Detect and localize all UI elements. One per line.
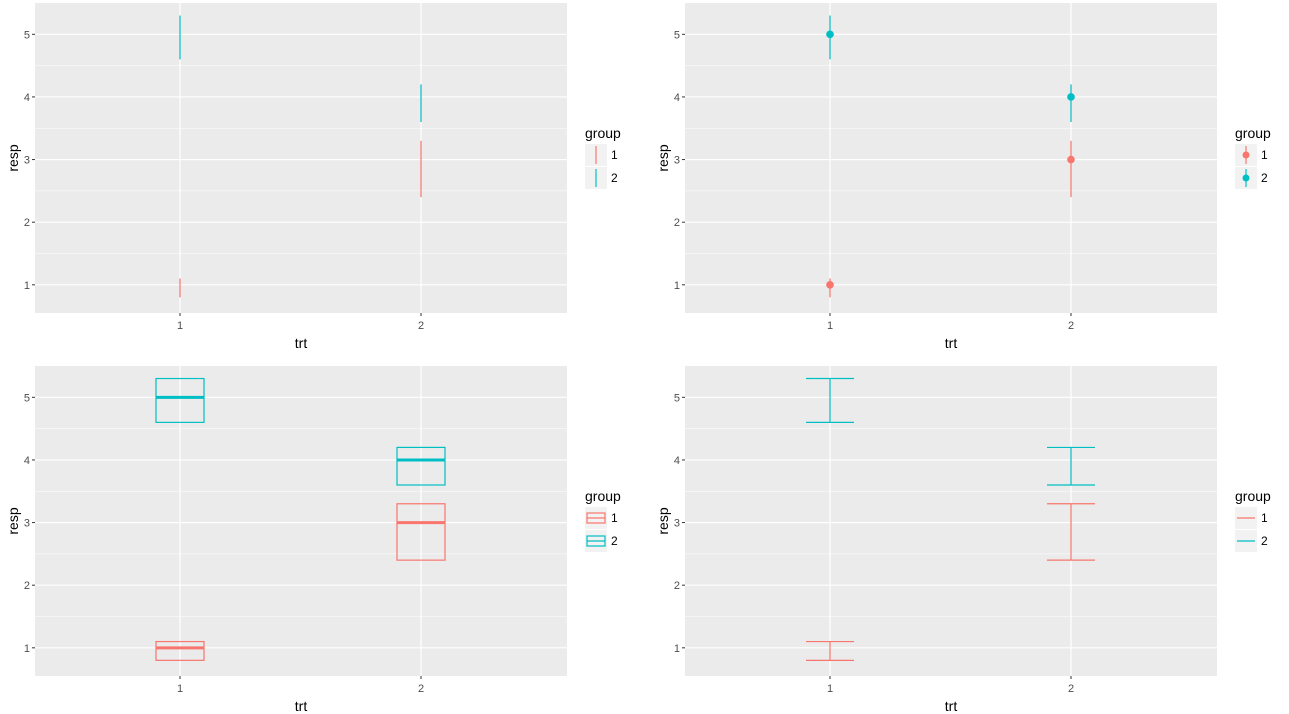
x-tick-label: 1 <box>177 683 183 695</box>
plot-background <box>35 366 567 676</box>
plot-background <box>685 366 1217 676</box>
x-axis-title: trt <box>945 335 958 351</box>
crossbar-box-series-2 <box>396 446 446 486</box>
legend-label: 2 <box>1261 534 1268 548</box>
legend-label: 1 <box>611 511 618 525</box>
y-tick-label: 2 <box>674 580 680 592</box>
x-tick-label: 2 <box>418 320 424 332</box>
legend-title: group <box>1235 488 1271 504</box>
x-tick-label: 2 <box>418 683 424 695</box>
y-tick-label: 2 <box>24 217 30 229</box>
point-series-2 <box>1067 93 1075 101</box>
y-tick-label: 5 <box>24 392 30 404</box>
point-series-2 <box>826 30 834 39</box>
y-axis-title: resp <box>655 144 671 171</box>
y-tick-label: 2 <box>24 580 30 592</box>
crossbar-box-series-1 <box>396 503 446 561</box>
y-tick-label: 3 <box>24 518 30 530</box>
y-tick-label: 5 <box>674 29 680 41</box>
y-tick-label: 5 <box>24 29 30 41</box>
y-tick-label: 3 <box>674 518 680 530</box>
legend-key-point <box>1242 151 1250 159</box>
x-tick-label: 1 <box>827 320 833 332</box>
x-tick-label: 2 <box>1068 320 1074 332</box>
y-tick-label: 1 <box>24 280 30 292</box>
chart-panel-pointrange: 1 2 3 4 5 1 2 trt resp group 1 2 <box>650 0 1289 351</box>
legend-label: 1 <box>1261 511 1268 525</box>
point-series-1 <box>826 281 834 289</box>
crossbar-box-series-1 <box>155 640 205 661</box>
y-tick-label: 4 <box>24 92 30 104</box>
chart-svg: 1 2 3 4 5 1 2 trt resp group 1 2 <box>655 3 1271 351</box>
y-tick-label: 1 <box>674 280 680 292</box>
chart-svg: 1 2 3 4 5 1 2 trt resp group 1 2 <box>655 366 1271 714</box>
legend-title: group <box>585 488 621 504</box>
chart-panel-errorbar: 1 2 3 4 5 1 2 trt resp group 1 2 <box>650 363 1289 714</box>
y-tick-label: 1 <box>24 643 30 655</box>
chart-panel-crossbar: 1 2 3 4 5 1 2 trt resp group 1 2 <box>0 363 640 714</box>
point-series-1 <box>1067 155 1075 164</box>
chart-svg: 1 2 3 4 5 1 2 trt resp group 1 2 <box>5 3 621 351</box>
y-tick-label: 4 <box>24 455 30 467</box>
y-tick-label: 5 <box>674 392 680 404</box>
x-tick-label: 1 <box>177 320 183 332</box>
crossbar-box-series-2 <box>155 377 205 423</box>
x-axis-title: trt <box>295 698 308 714</box>
y-tick-label: 4 <box>674 455 680 467</box>
x-axis-title: trt <box>295 335 308 351</box>
legend-key-point <box>1242 174 1250 182</box>
y-axis-title: resp <box>5 507 21 534</box>
y-tick-label: 4 <box>674 92 680 104</box>
chart-svg: 1 2 3 4 5 1 2 trt resp group 1 2 <box>5 366 621 714</box>
legend-title: group <box>585 125 621 141</box>
x-axis-title: trt <box>945 698 958 714</box>
y-tick-label: 3 <box>24 155 30 167</box>
y-tick-label: 2 <box>674 217 680 229</box>
x-tick-label: 1 <box>827 683 833 695</box>
y-tick-label: 1 <box>674 643 680 655</box>
plot-background <box>35 3 567 313</box>
y-axis-title: resp <box>655 507 671 534</box>
legend-label: 1 <box>611 148 618 162</box>
legend-label: 2 <box>611 171 618 185</box>
chart-panel-linerange: 1 2 3 4 5 1 2 trt resp group 1 2 <box>0 0 640 351</box>
x-tick-label: 2 <box>1068 683 1074 695</box>
legend-title: group <box>1235 125 1271 141</box>
legend-label: 2 <box>1261 171 1268 185</box>
y-axis-title: resp <box>5 144 21 171</box>
legend-label: 2 <box>611 534 618 548</box>
plot-background <box>685 3 1217 313</box>
legend-label: 1 <box>1261 148 1268 162</box>
y-tick-label: 3 <box>674 155 680 167</box>
